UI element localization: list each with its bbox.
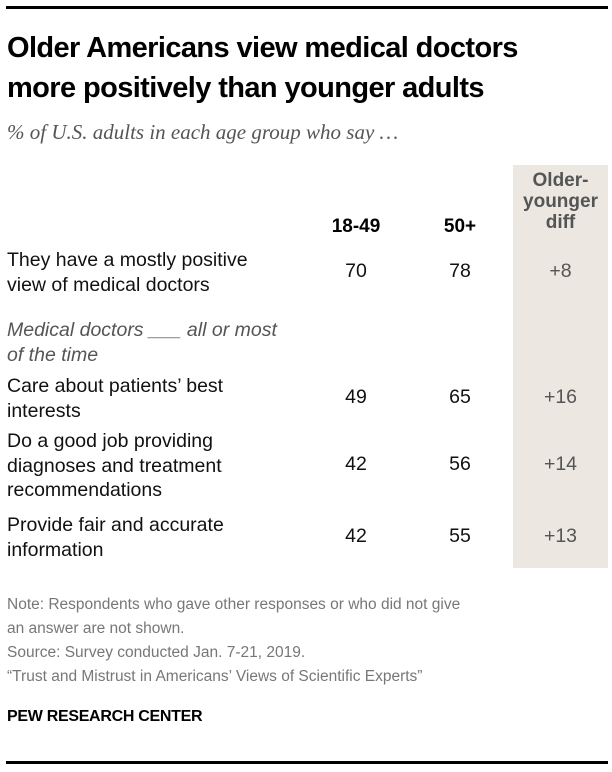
diff-column-header: Older- younger diff (513, 170, 608, 233)
report-title: “Trust and Mistrust in Americans’ Views … (7, 668, 423, 685)
value-18-49: 70 (345, 260, 367, 282)
value-50-plus: 78 (449, 260, 471, 282)
row-label-line: view of medical doctors (7, 273, 210, 296)
value-diff: +14 (543, 453, 578, 475)
top-rule (6, 6, 608, 9)
note-line: Note: Respondents who gave other respons… (7, 596, 461, 613)
column-header-50-plus: 50+ (443, 216, 477, 237)
section-label-line: of the time (7, 343, 99, 366)
row-label: Do a good job providing diagnoses and tr… (7, 429, 222, 503)
diff-column-background (513, 165, 608, 568)
row-label-line: diagnoses and treatment (7, 454, 222, 477)
value-50-plus: 55 (449, 525, 471, 547)
title-line-1: Older Americans view medical doctors (7, 32, 518, 64)
value-50-plus: 65 (449, 386, 471, 408)
row-label-line: Care about patients’ best (7, 375, 224, 397)
row-label: Provide fair and accurate information (7, 513, 224, 562)
value-diff: +13 (543, 525, 578, 547)
bottom-rule (6, 761, 608, 764)
source-line: Source: Survey conducted Jan. 7-21, 2019… (7, 644, 306, 661)
diff-header-line-1: Older- (532, 170, 589, 191)
value-diff: +16 (543, 386, 578, 408)
note: Note: Respondents who gave other respons… (7, 593, 460, 689)
column-header-18-49: 18-49 (331, 216, 381, 237)
value-18-49: 49 (345, 386, 367, 408)
value-diff: +8 (549, 260, 572, 282)
value-18-49: 42 (345, 453, 367, 475)
row-label-line: recommendations (7, 479, 162, 501)
value-18-49: 42 (345, 525, 367, 547)
title-line-2: more positively than younger adults (7, 72, 485, 104)
row-label-line: They have a mostly positive (7, 249, 248, 271)
row-label-line: Provide fair and accurate (7, 514, 224, 536)
diff-header-line-3: diff (545, 212, 576, 233)
row-label-line: interests (7, 399, 81, 422)
row-label: They have a mostly positive view of medi… (7, 248, 248, 297)
section-label-line: Medical doctors ___ all or most (7, 319, 277, 341)
subtitle: % of U.S. adults in each age group who s… (7, 120, 399, 144)
diff-header-line-2: younger (523, 191, 598, 212)
value-50-plus: 56 (449, 453, 471, 475)
note-line: an answer are not shown. (7, 620, 185, 637)
pew-logo-text: PEW RESEARCH CENTER (7, 708, 203, 725)
row-label: Care about patients’ best interests (7, 374, 223, 423)
row-label-line: information (7, 538, 104, 561)
section-label: Medical doctors ___ all or most of the t… (7, 318, 277, 367)
row-label-line: Do a good job providing (7, 430, 213, 452)
